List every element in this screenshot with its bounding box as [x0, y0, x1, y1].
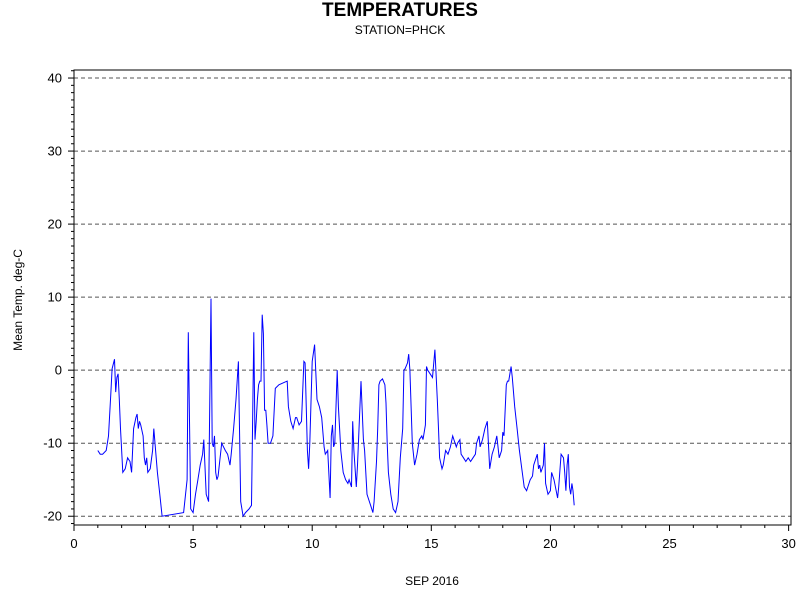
y-tick-label: 20 — [48, 217, 62, 232]
chart-subtitle: STATION=PHCK — [354, 23, 446, 37]
y-tick-label: 0 — [55, 363, 62, 378]
x-tick-label: 15 — [424, 536, 438, 551]
y-tick-label: 10 — [48, 290, 62, 305]
x-tick-label: 25 — [662, 536, 676, 551]
y-tick-label: -20 — [43, 509, 62, 524]
y-tick-label: 30 — [48, 144, 62, 159]
axis-ticks — [68, 70, 790, 531]
series-line-mean-temp — [97, 298, 575, 518]
x-tick-label: 5 — [189, 536, 196, 551]
y-tick-label: 40 — [48, 71, 62, 86]
gridlines — [74, 77, 791, 517]
y-tick-label: -10 — [43, 436, 62, 451]
x-tick-label: 10 — [305, 536, 319, 551]
chart-title: TEMPERATURES — [322, 0, 478, 21]
y-axis-label: Mean Temp. deg-C — [11, 249, 25, 351]
x-tick-label: 0 — [70, 536, 77, 551]
x-axis-label: SEP 2016 — [405, 574, 459, 588]
x-tick-label: 30 — [781, 536, 795, 551]
x-tick-label: 20 — [543, 536, 557, 551]
tick-labels: -20 -10 0 10 20 30 40 0 5 10 15 20 25 30 — [43, 71, 796, 551]
